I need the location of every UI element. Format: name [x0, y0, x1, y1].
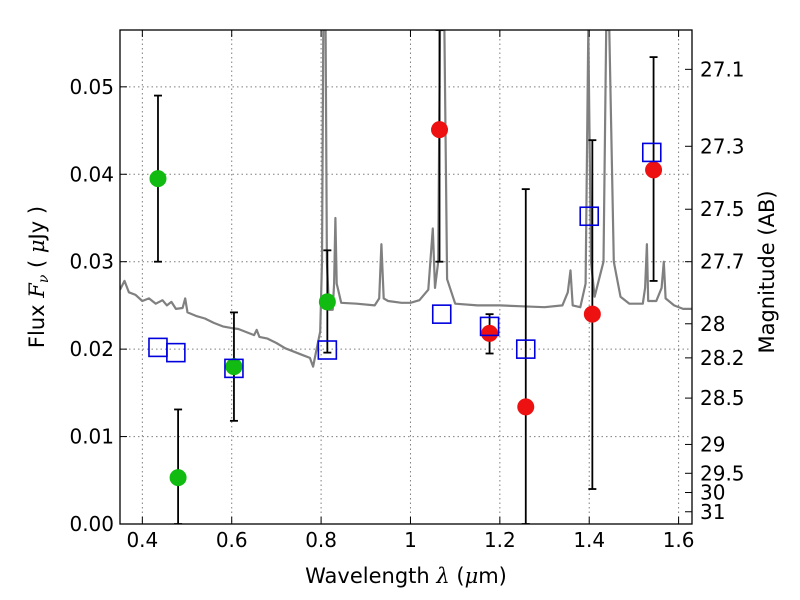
y-tick-label: 0.03: [69, 250, 114, 274]
right-tick-label: 27.7: [700, 250, 745, 274]
green-point: [149, 170, 167, 188]
blue-square-point: [515, 339, 536, 359]
green-point: [169, 469, 187, 487]
red-point: [645, 161, 663, 179]
right-tick-label: 29: [700, 432, 725, 456]
y-tick-label: 0.04: [69, 162, 114, 186]
red-point: [517, 398, 535, 416]
right-tick-label: 27.3: [700, 134, 745, 158]
x-tick-label: 1.4: [573, 528, 605, 552]
right-tick-label: 28.2: [700, 346, 745, 370]
y-tick-label: 0.01: [69, 425, 114, 449]
right-tick-label: 30: [700, 481, 725, 505]
blue-square-point: [641, 142, 662, 163]
data-markers: [148, 121, 663, 487]
right-tick-label: 31: [700, 500, 725, 524]
x-tick-label: 1.6: [663, 528, 695, 552]
green-point: [225, 358, 243, 376]
y-axis-label-right: Magnitude (AB): [755, 190, 779, 353]
blue-square-point: [479, 316, 500, 337]
blue-square-point: [148, 337, 168, 358]
red-point: [481, 324, 499, 342]
y-tick-label: 0.00: [69, 512, 114, 536]
x-tick-label: 0.8: [305, 528, 337, 552]
error-bars: [153, 30, 658, 524]
spectrum-line: [120, 30, 692, 368]
model-spectrum: [120, 30, 692, 368]
axis-ticks: 0.4 0.6 0.8 1 1.2 1.4 1.6 0.00 0.01 0.02 0.03 0.04 0…: [69, 30, 745, 552]
right-tick-label: 28.5: [700, 386, 745, 410]
right-tick-label: 29.5: [700, 461, 745, 485]
blue-square-point: [431, 304, 452, 324]
blue-square-point: [166, 342, 186, 363]
red-point: [431, 121, 449, 139]
blue-square-point: [317, 340, 338, 360]
right-tick-label: 28: [700, 312, 725, 336]
x-tick-label: 0.4: [126, 528, 158, 552]
x-tick-label: 1: [404, 528, 417, 552]
right-tick-label: 27.1: [700, 57, 745, 81]
green-point: [318, 293, 336, 311]
blue-square-point: [224, 358, 244, 379]
y-tick-label: 0.02: [69, 337, 114, 361]
y-tick-label: 0.05: [69, 75, 114, 99]
x-tick-label: 1.2: [484, 528, 516, 552]
plot-frame: [119, 29, 693, 525]
right-tick-label: 27.5: [700, 197, 745, 221]
red-point: [583, 305, 601, 323]
x-tick-label: 0.6: [216, 528, 248, 552]
y-axis-label-left: Flux Fν ( μJy ): [25, 206, 52, 348]
blue-square-point: [579, 206, 600, 227]
x-axis-label: Wavelength λ (μm): [305, 564, 507, 588]
